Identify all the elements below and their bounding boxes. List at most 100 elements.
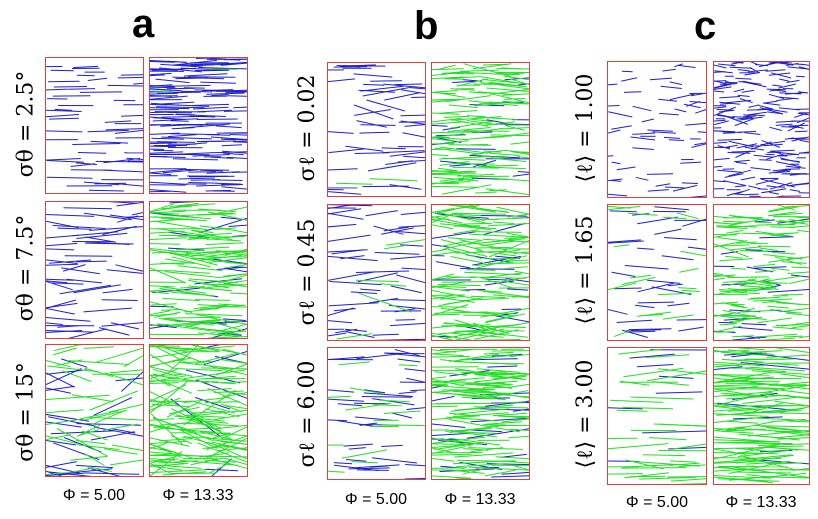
stick bbox=[798, 192, 809, 194]
percolating-stick bbox=[385, 239, 425, 246]
stick bbox=[765, 69, 786, 72]
stick bbox=[750, 167, 771, 171]
percolating-stick bbox=[757, 317, 792, 324]
stick bbox=[716, 108, 734, 111]
stick bbox=[328, 356, 365, 361]
stick bbox=[170, 120, 189, 122]
stick bbox=[728, 169, 752, 177]
percolating-stick bbox=[722, 309, 759, 319]
stick bbox=[726, 116, 748, 125]
percolating-stick bbox=[488, 101, 528, 105]
stick bbox=[224, 58, 247, 61]
stick bbox=[348, 447, 366, 450]
percolating-stick bbox=[480, 311, 518, 315]
stick bbox=[649, 77, 672, 81]
percolating-stick bbox=[486, 239, 515, 243]
stick bbox=[328, 234, 371, 242]
percolating-stick bbox=[208, 441, 247, 460]
percolating-stick bbox=[151, 403, 191, 408]
percolating-stick bbox=[503, 251, 529, 255]
stick-network bbox=[150, 202, 247, 338]
stick bbox=[611, 125, 632, 130]
stick bbox=[763, 143, 783, 147]
row-label-b-0: σℓ = 0.02 bbox=[295, 74, 320, 182]
stick bbox=[90, 140, 129, 144]
stick bbox=[608, 308, 628, 315]
stick bbox=[785, 165, 806, 169]
percolating-stick bbox=[183, 389, 236, 426]
percolating-stick bbox=[432, 447, 456, 454]
percolating-stick bbox=[483, 351, 514, 355]
stick-network bbox=[150, 58, 247, 193]
percolating-stick bbox=[475, 261, 514, 266]
stick-network bbox=[150, 345, 247, 476]
stick bbox=[766, 185, 776, 188]
stick-network bbox=[714, 62, 809, 197]
percolating-stick bbox=[724, 255, 743, 259]
stick bbox=[46, 259, 78, 264]
percolating-stick bbox=[432, 224, 453, 230]
percolating-stick bbox=[714, 232, 741, 238]
percolating-stick bbox=[726, 219, 761, 227]
stick bbox=[46, 130, 83, 133]
stick bbox=[456, 148, 496, 150]
stick bbox=[400, 120, 425, 125]
percolating-stick bbox=[765, 427, 809, 433]
stick bbox=[46, 307, 75, 315]
percolating-stick bbox=[680, 250, 706, 257]
percolating-stick bbox=[150, 269, 177, 272]
stick bbox=[162, 101, 195, 105]
stick bbox=[769, 191, 780, 195]
percolating-stick bbox=[150, 441, 186, 445]
stick bbox=[794, 112, 809, 118]
stick bbox=[754, 266, 787, 269]
stick bbox=[104, 120, 132, 123]
stick bbox=[59, 284, 111, 295]
percolating-stick bbox=[207, 387, 247, 407]
percolating-stick bbox=[230, 292, 247, 295]
stick bbox=[333, 66, 368, 68]
stick bbox=[410, 389, 425, 392]
percolating-stick bbox=[451, 116, 502, 121]
percolating-stick bbox=[183, 369, 246, 380]
percolating-stick bbox=[681, 289, 700, 292]
percolating-stick bbox=[150, 301, 193, 313]
stick bbox=[775, 161, 801, 168]
percolating-stick bbox=[213, 227, 237, 231]
stick bbox=[87, 129, 129, 133]
percolating-stick bbox=[747, 402, 784, 414]
stick bbox=[105, 128, 143, 131]
stick bbox=[46, 421, 82, 428]
stick bbox=[46, 470, 63, 476]
percolating-stick bbox=[160, 262, 185, 265]
percolating-stick bbox=[225, 250, 247, 253]
percolating-stick bbox=[608, 443, 669, 450]
stick bbox=[614, 287, 642, 290]
stick bbox=[460, 288, 486, 291]
stick bbox=[512, 408, 529, 412]
percolating-stick bbox=[760, 275, 802, 283]
stick bbox=[714, 165, 723, 168]
percolating-stick bbox=[714, 364, 740, 366]
stick bbox=[789, 189, 801, 192]
stick bbox=[216, 89, 247, 92]
stick bbox=[621, 70, 633, 73]
percolating-stick bbox=[432, 295, 453, 300]
percolating-stick bbox=[765, 476, 809, 479]
stick bbox=[172, 59, 217, 66]
stick-network bbox=[328, 64, 425, 195]
stick bbox=[769, 182, 793, 190]
percolating-stick bbox=[463, 372, 506, 376]
stick bbox=[126, 157, 143, 161]
percolating-stick bbox=[495, 427, 521, 433]
percolating-stick bbox=[217, 274, 247, 284]
stick bbox=[199, 140, 237, 143]
stick bbox=[799, 139, 809, 143]
stick bbox=[366, 99, 406, 112]
stick bbox=[226, 156, 247, 159]
percolating-stick bbox=[775, 220, 800, 224]
percolating-stick bbox=[791, 266, 809, 269]
stick bbox=[517, 171, 529, 173]
percolating-stick bbox=[349, 387, 384, 395]
stick bbox=[46, 385, 75, 391]
